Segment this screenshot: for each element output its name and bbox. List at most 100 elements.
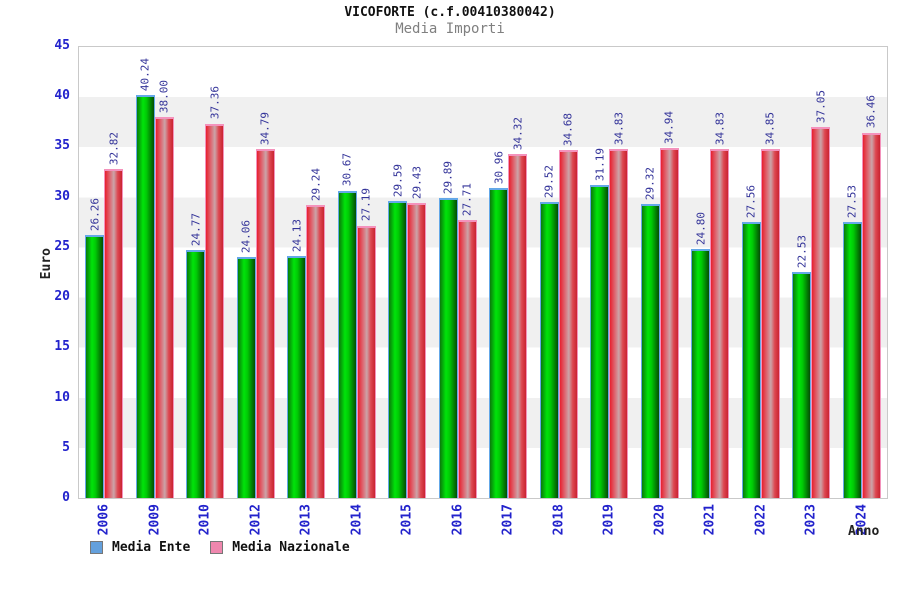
bar-value-label: 27.53	[845, 184, 859, 219]
bar-value-label: 34.85	[763, 111, 777, 145]
bar-media-ente: 24.80	[691, 212, 711, 498]
bar-group-2018: 29.52 34.68 2018	[534, 47, 585, 535]
x-tick-label: 2016	[450, 504, 466, 536]
bar-value-label: 26.26	[88, 197, 102, 231]
x-axis-title: Anno	[848, 524, 880, 539]
legend-item: Media Ente	[90, 540, 190, 555]
bar-media-ente: 29.89	[438, 161, 458, 498]
y-tick-label: 10	[54, 389, 70, 405]
bar-value-label: 34.32	[511, 116, 525, 150]
bar-media-nazionale: 27.19	[356, 188, 376, 498]
x-tick-label: 2019	[601, 504, 617, 536]
x-tick-label: 2006	[96, 504, 112, 536]
bar-value-label: 29.52	[542, 164, 556, 199]
bar-group-2019: 31.19 34.83 2019	[584, 47, 635, 535]
legend-swatch	[90, 541, 103, 554]
legend-item: Media Nazionale	[210, 540, 350, 555]
bar-media-nazionale: 27.71	[457, 183, 477, 498]
bar-media-ente: 30.67	[337, 153, 357, 498]
plot-area: 26.26 32.82 2006 40.24 38.00 2009 24.77 37.36 20…	[78, 46, 888, 535]
bar-media-ente: 40.24	[135, 58, 155, 498]
bar-group-2016: 29.89 27.71 2016	[433, 47, 484, 535]
y-tick-label: 20	[54, 289, 70, 305]
bar-media-nazionale: 34.79	[255, 112, 275, 498]
bar-media-ente: 29.59	[388, 164, 408, 498]
bar-media-nazionale: 38.00	[154, 80, 174, 498]
x-tick-label: 2017	[500, 504, 516, 536]
x-tick-label: 2014	[349, 504, 365, 536]
bar-media-ente: 24.77	[186, 213, 206, 498]
y-tick-label: 5	[62, 439, 70, 455]
bar-value-label: 29.59	[391, 164, 405, 198]
legend-swatch	[210, 541, 224, 554]
bar-value-label: 30.96	[492, 150, 506, 184]
bar-value-label: 38.00	[157, 80, 171, 114]
bar-value-label: 27.56	[744, 184, 758, 218]
bar-value-label: 32.82	[107, 131, 121, 166]
bar-media-nazionale: 32.82	[104, 132, 124, 498]
bar-group-2020: 29.32 34.94 2020	[635, 47, 686, 535]
bar-group-2013: 24.13 29.24 2013	[281, 47, 332, 535]
bar-media-ente: 24.06	[236, 220, 256, 498]
y-tick-label: 25	[54, 238, 70, 254]
bar-media-nazionale: 34.83	[609, 112, 629, 498]
bar-value-label: 24.77	[189, 212, 203, 246]
bar-media-ente: 29.52	[539, 165, 559, 498]
x-tick-label: 2022	[753, 504, 769, 536]
legend: Media Ente Media Nazionale	[90, 540, 350, 555]
bar-value-label: 36.46	[864, 95, 878, 129]
bar-value-label: 29.24	[309, 167, 323, 201]
x-tick-label: 2012	[248, 504, 264, 536]
bar-group-2009: 40.24 38.00 2009	[130, 47, 181, 535]
bar-value-label: 27.19	[359, 188, 373, 222]
bar-value-label: 29.32	[643, 166, 657, 201]
bar-media-ente: 27.53	[842, 185, 862, 498]
bar-media-ente: 24.13	[287, 219, 307, 498]
bar-value-label: 24.06	[239, 219, 253, 253]
chart-title: VICOFORTE (c.f.00410380042)	[344, 5, 556, 20]
bar-value-label: 34.83	[713, 111, 727, 145]
legend-label: Media Nazionale	[232, 540, 350, 555]
bar-media-ente: 26.26	[85, 198, 105, 498]
bar-value-label: 24.13	[290, 219, 304, 253]
legend-label: Media Ente	[112, 540, 191, 555]
bar-media-ente: 22.53	[792, 235, 812, 498]
bar-group-2015: 29.59 29.43 2015	[382, 47, 433, 535]
bar-media-nazionale: 29.43	[407, 166, 427, 498]
bar-media-ente: 30.96	[489, 151, 509, 498]
bar-value-label: 29.43	[410, 165, 424, 199]
bar-media-nazionale: 34.94	[659, 111, 679, 498]
y-tick-label: 0	[62, 490, 70, 505]
bar-group-2023: 22.53 37.05 2023	[786, 47, 837, 535]
chart-subtitle: Media Importi	[395, 21, 505, 37]
bar-value-label: 24.80	[694, 212, 708, 246]
bar-media-nazionale: 37.36	[205, 86, 225, 498]
bar-group-2014: 30.67 27.19 2014	[332, 47, 383, 535]
bar-media-nazionale: 34.32	[508, 117, 528, 498]
bar-value-label: 22.53	[795, 235, 809, 269]
bar-media-ente: 27.56	[741, 185, 761, 498]
bar-group-2017: 30.96 34.32 2017	[483, 47, 534, 535]
bar-value-label: 34.94	[662, 110, 676, 144]
x-tick-label: 2010	[197, 504, 213, 536]
bar-group-2021: 24.80 34.83 2021	[685, 47, 736, 535]
bar-group-2024: 27.53 36.46 2024	[837, 47, 888, 535]
bar-value-label: 27.71	[460, 183, 474, 217]
bar-value-label: 34.68	[561, 113, 575, 147]
y-tick-label: 40	[54, 88, 70, 104]
bar-media-ente: 29.32	[640, 167, 660, 498]
y-tick-label: 15	[54, 339, 70, 355]
y-tick-label: 45	[54, 38, 70, 53]
bar-value-label: 31.19	[593, 148, 607, 182]
bar-group-2006: 26.26 32.82 2006	[79, 47, 130, 535]
bar-media-nazionale: 34.83	[710, 112, 730, 498]
bar-group-2012: 24.06 34.79 2012	[231, 47, 282, 535]
bar-value-label: 34.79	[258, 112, 272, 146]
bar-value-label: 30.67	[340, 153, 354, 187]
bar-value-label: 37.05	[814, 89, 828, 123]
x-tick-label: 2009	[147, 504, 163, 536]
bar-value-label: 29.89	[441, 161, 455, 195]
y-tick-label: 35	[54, 138, 70, 154]
y-tick-label: 30	[54, 188, 70, 204]
x-tick-label: 2015	[399, 504, 415, 536]
